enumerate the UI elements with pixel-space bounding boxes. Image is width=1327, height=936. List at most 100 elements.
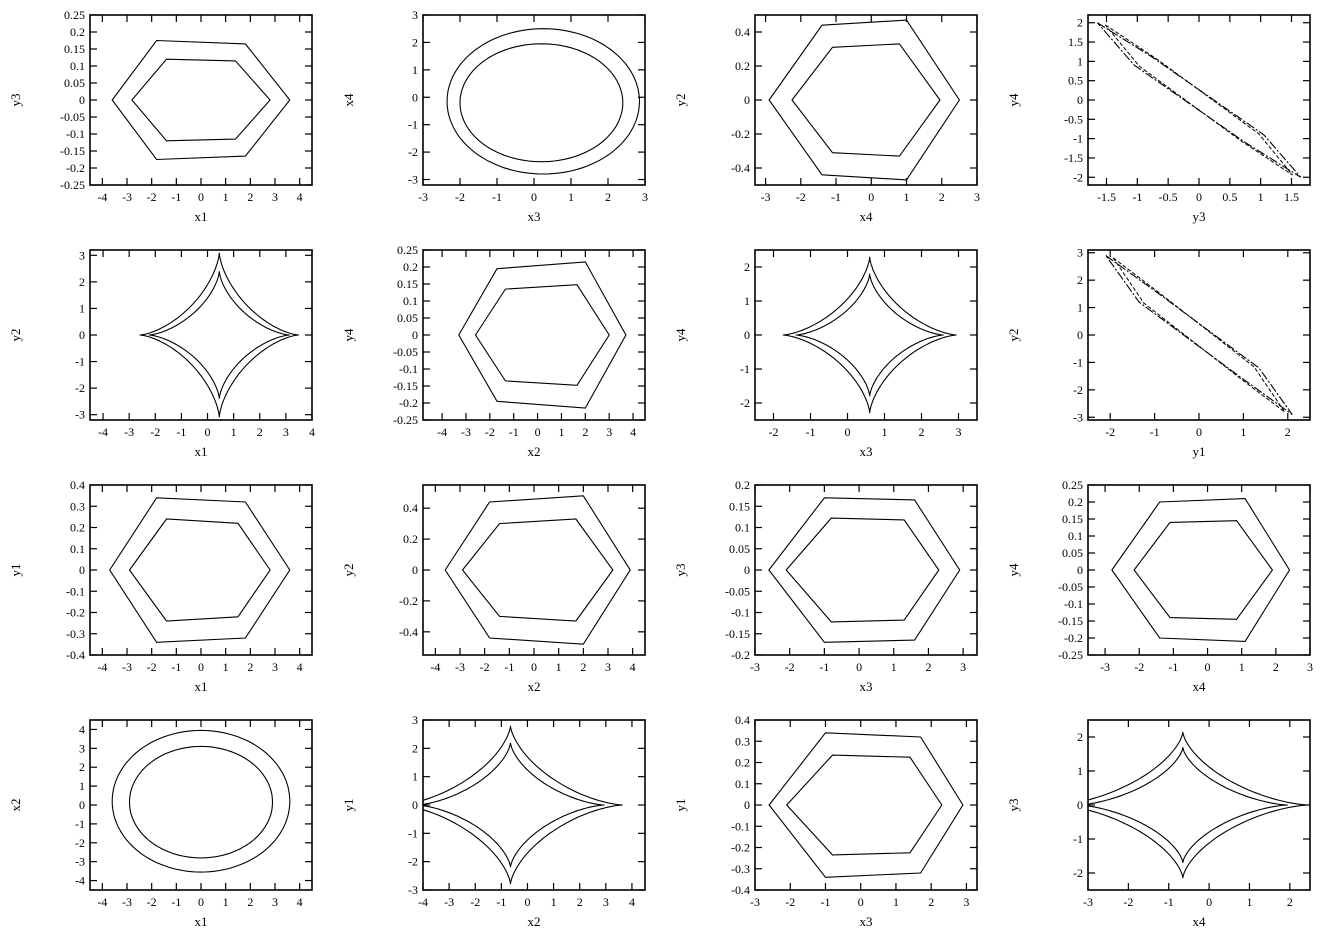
plot-frame [1087, 484, 1311, 656]
curves [768, 19, 961, 181]
subplot-y4-vs-y3: -1.5 -1 -0.5 0 0.5 1 1.5 -2 -1.5 -1 -0.5 0 0.5 1 1.5 2 y… [1006, 14, 1311, 224]
y-tick-label: -2 [408, 145, 418, 159]
y-tick-label: -0.5 [1064, 112, 1083, 126]
x-tick-label: -1 [171, 190, 181, 204]
y-tick-label: 0 [1077, 328, 1083, 342]
series-curve [461, 518, 614, 622]
x-tick-label: 3 [956, 425, 962, 439]
x-tick-label: -2 [147, 895, 157, 909]
y-tick-label: 3 [1077, 246, 1083, 260]
x-tick-label: 2 [247, 895, 253, 909]
x-tick-label: 4 [629, 895, 635, 909]
y-tick-label: -0.3 [731, 862, 750, 876]
x-tick-label: 0 [845, 425, 851, 439]
plot-frame [89, 719, 313, 891]
y-tick-label: 1.5 [1068, 35, 1083, 49]
plot-frame [422, 14, 646, 186]
y-tick-label: 2 [412, 741, 418, 755]
x-tick-label: -3 [1083, 895, 1093, 909]
x-axis-label: x1 [195, 679, 208, 694]
x-tick-label: -2 [150, 425, 160, 439]
x-axis-label: x3 [860, 679, 873, 694]
series-curve [1105, 255, 1293, 415]
series-curve [111, 729, 291, 873]
subplot-y2-vs-x4: -3 -2 -1 0 1 2 3 -0.4 -0.2 0 0.2 0.4 x4 y2 [673, 14, 980, 224]
x-tick-label: 3 [605, 660, 611, 674]
y-axis-label: y3 [1006, 799, 1021, 812]
x-tick-label: 1 [1239, 660, 1245, 674]
x-tick-label: -1.5 [1097, 190, 1116, 204]
y-tick-label: -0.2 [66, 606, 85, 620]
curves [1088, 731, 1308, 879]
x-tick-label: 2 [1273, 660, 1279, 674]
plot-frame [1087, 14, 1311, 186]
y-tick-label: -0.15 [393, 379, 418, 393]
x-tick-label: 4 [297, 895, 303, 909]
subplot-y3-vs-x1: -4 -3 -2 -1 0 1 2 3 4 -0.25 -0.2 -0.15 -0.1 -0.05 0 0.0… [8, 8, 313, 224]
x-tick-label: 1 [558, 425, 564, 439]
x-axis-label: x1 [195, 444, 208, 459]
x-tick-label: 2 [582, 425, 588, 439]
y-axis-label: y3 [8, 94, 23, 107]
series-curve [791, 43, 941, 157]
x-axis-label: x4 [860, 209, 874, 224]
x-tick-label: -3 [750, 895, 760, 909]
x-tick-label: -1 [806, 425, 816, 439]
series-curve [148, 271, 290, 399]
plot-frame [89, 484, 313, 656]
x-tick-label: 1 [231, 425, 237, 439]
y-tick-label: -0.05 [1058, 580, 1083, 594]
x-tick-label: 0 [868, 190, 874, 204]
x-tick-label: 1 [568, 190, 574, 204]
x-tick-label: 3 [1307, 660, 1313, 674]
y-tick-label: -0.4 [731, 161, 750, 175]
x-tick-label: -1 [509, 425, 519, 439]
plot-frame [422, 249, 646, 421]
y-tick-label: -0.25 [1058, 648, 1083, 662]
x-tick-label: -2 [470, 895, 480, 909]
y-tick-label: 2 [744, 260, 750, 274]
y-tick-label: -0.1 [731, 606, 750, 620]
curves [768, 497, 961, 643]
y-tick-label: 1 [79, 779, 85, 793]
x-tick-label: 3 [603, 895, 609, 909]
x-tick-label: -3 [418, 190, 428, 204]
x-tick-label: 1 [893, 895, 899, 909]
subplot-x2-vs-x1: -4 -3 -2 -1 0 1 2 3 4 -4 -3 -2 -1 0 1 2 3 4 x1 x2 [8, 719, 313, 929]
x-tick-label: -3 [122, 660, 132, 674]
plot-frame [754, 719, 978, 891]
y-tick-label: -1 [740, 362, 750, 376]
y-tick-label: 1 [412, 770, 418, 784]
x-tick-label: 0 [1196, 190, 1202, 204]
y-tick-label: 2 [1077, 16, 1083, 30]
x-axis-label: x4 [1193, 914, 1207, 929]
y-tick-label: -3 [75, 855, 85, 869]
plot-frame [422, 719, 646, 891]
y-tick-label: 0 [744, 563, 750, 577]
y-tick-label: -0.2 [399, 594, 418, 608]
x-tick-label: 1 [904, 190, 910, 204]
x-tick-label: 2 [1287, 895, 1293, 909]
y-tick-label: -1 [1073, 832, 1083, 846]
subplot-y3-vs-x3: -3 -2 -1 0 1 2 3 -0.2 -0.15 -0.1 -0.05 0 0.05 0.1 0.15… [673, 478, 978, 694]
y-tick-label: 2 [1077, 273, 1083, 287]
x-tick-label: 1 [1258, 190, 1264, 204]
y-axis-label: y1 [341, 799, 356, 812]
x-tick-label: 3 [272, 660, 278, 674]
y-tick-label: -3 [408, 173, 418, 187]
y-tick-label: -0.15 [725, 627, 750, 641]
y-tick-label: 0.25 [397, 243, 418, 257]
y-tick-label: -4 [75, 874, 85, 888]
y-tick-label: 0.05 [1062, 546, 1083, 560]
y-axis-label: y4 [1006, 563, 1021, 577]
x-tick-label: 2 [1285, 425, 1291, 439]
y-tick-label: 0.15 [1062, 512, 1083, 526]
x-tick-label: 0 [858, 895, 864, 909]
series-curve [131, 58, 271, 142]
series-curve [109, 497, 291, 643]
y-tick-label: 0 [1077, 93, 1083, 107]
y-tick-label: 0.1 [70, 542, 85, 556]
curves [1111, 498, 1291, 642]
y-tick-label: 0 [744, 798, 750, 812]
